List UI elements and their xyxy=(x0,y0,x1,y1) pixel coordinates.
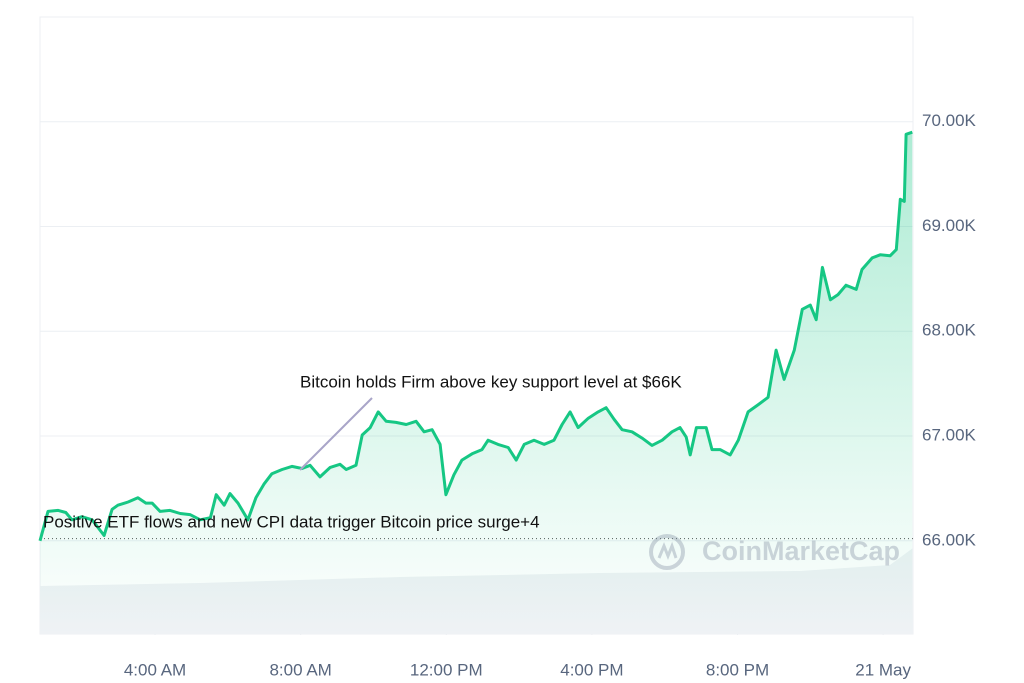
x-tick-label: 12:00 PM xyxy=(410,660,483,679)
y-tick-label: 68.00K xyxy=(922,321,977,340)
y-tick-label: 66.00K xyxy=(922,530,977,549)
x-tick-label: 4:00 PM xyxy=(560,660,623,679)
y-tick-label: 70.00K xyxy=(922,111,977,130)
annotation: Positive ETF flows and new CPI data trig… xyxy=(43,512,540,531)
watermark-text: CoinMarketCap xyxy=(702,536,900,566)
watermark: CoinMarketCap xyxy=(649,534,900,570)
area xyxy=(40,132,913,634)
y-tick-label: 69.00K xyxy=(922,216,977,235)
x-tick-label: 8:00 AM xyxy=(269,660,331,679)
y-tick-label: 67.00K xyxy=(922,425,977,444)
price-line xyxy=(38,130,913,542)
x-tick-label: 8:00 PM xyxy=(706,660,769,679)
x-tick-label: 21 May xyxy=(855,660,911,679)
annotation: Bitcoin holds Firm above key support lev… xyxy=(300,372,682,391)
annotation-pointer xyxy=(299,397,373,471)
x-tick-label: 4:00 AM xyxy=(124,660,186,679)
